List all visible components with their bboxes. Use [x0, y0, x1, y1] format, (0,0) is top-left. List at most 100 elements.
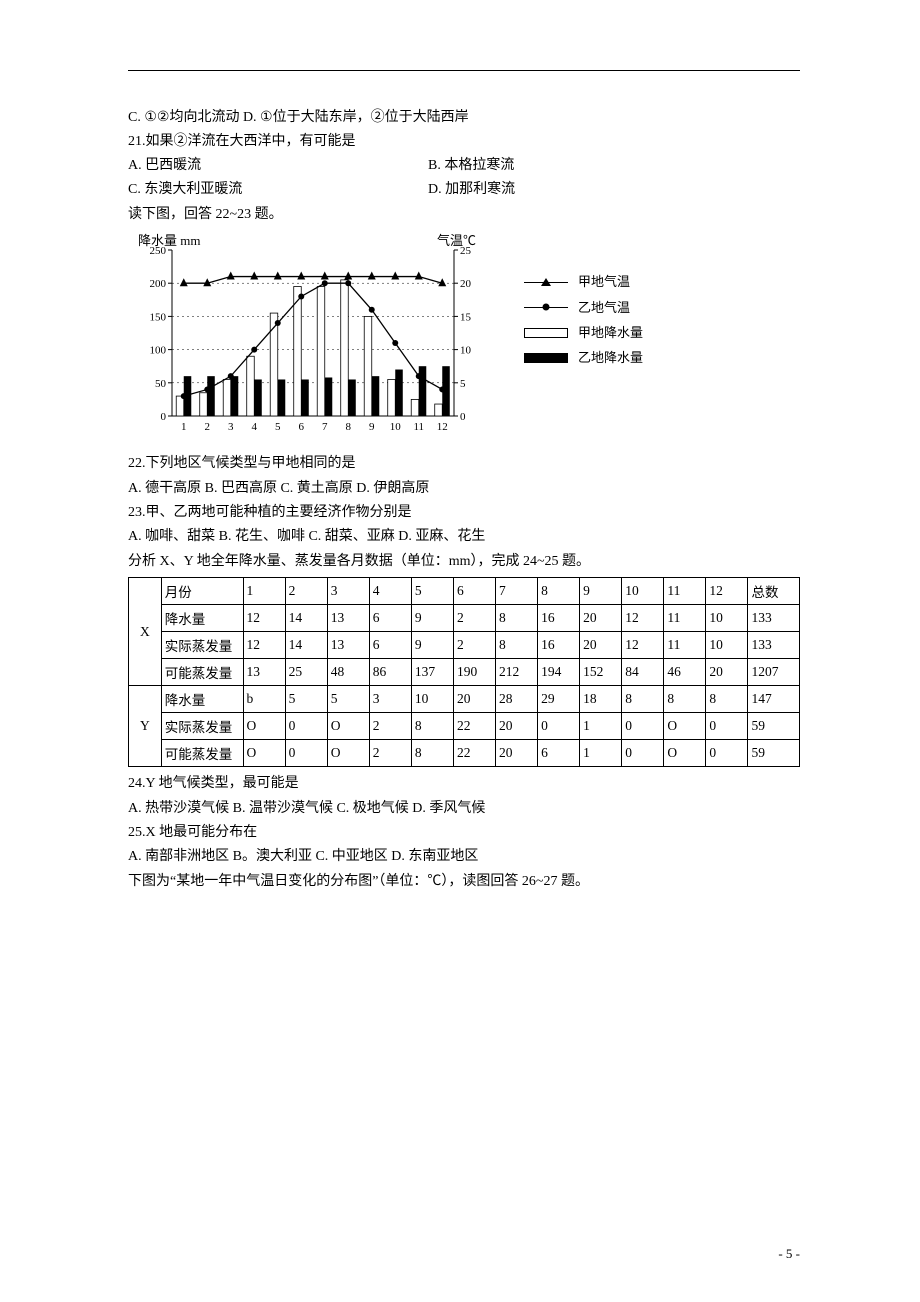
q22-opts: A. 德干高原 B. 巴西高原 C. 黄土高原 D. 伊朗高原 — [128, 478, 800, 500]
svg-text:1: 1 — [181, 421, 187, 433]
q26-27-reading: 下图为“某地一年中气温日变化的分布图”（单位：℃），读图回答 26~27 题。 — [128, 871, 800, 893]
q21-opt-d: D. 加那利寒流 — [428, 179, 515, 201]
table-header: 7 — [496, 578, 538, 605]
table-cell: 5 — [327, 686, 369, 713]
table-cell: O — [327, 740, 369, 767]
svg-text:6: 6 — [299, 421, 305, 433]
table-cell: 194 — [538, 659, 580, 686]
table-intro: 分析 X、Y 地全年降水量、蒸发量各月数据（单位：mm），完成 24~25 题。 — [128, 551, 800, 573]
table-cell: 20 — [706, 659, 748, 686]
svg-text:50: 50 — [155, 378, 167, 390]
table-cell: 20 — [580, 632, 622, 659]
svg-text:3: 3 — [228, 421, 234, 433]
svg-text:100: 100 — [150, 345, 167, 357]
table-cell: 48 — [327, 659, 369, 686]
q25-stem: 25.X 地最可能分布在 — [128, 822, 800, 844]
table-cell: 11 — [664, 632, 706, 659]
table-cell: 6 — [369, 605, 411, 632]
table-cell: 20 — [496, 740, 538, 767]
table-cell: 10 — [706, 605, 748, 632]
table-cell: 212 — [496, 659, 538, 686]
table-cell: 20 — [580, 605, 622, 632]
table-cell: O — [243, 740, 285, 767]
table-cell: 12 — [243, 605, 285, 632]
table-cell: 14 — [285, 605, 327, 632]
svg-text:9: 9 — [369, 421, 375, 433]
chart-legend: 甲地气温 乙地气温 甲地降水量 乙地降水量 — [524, 232, 643, 372]
table-cell: O — [243, 713, 285, 740]
table-cell: 13 — [327, 605, 369, 632]
row-label: 可能蒸发量 — [161, 740, 243, 767]
table-cell: 9 — [411, 605, 453, 632]
table-cell: 59 — [748, 713, 800, 740]
table-header: 5 — [411, 578, 453, 605]
table-cell: 0 — [622, 713, 664, 740]
table-cell: 14 — [285, 632, 327, 659]
table-cell: 0 — [285, 740, 327, 767]
y-left-label: 降水量 mm — [138, 230, 200, 249]
table-header: 月份 — [161, 578, 243, 605]
svg-text:4: 4 — [252, 421, 258, 433]
q21-stem: 21.如果②洋流在大西洋中，有可能是 — [128, 131, 800, 153]
svg-text:15: 15 — [460, 312, 472, 324]
table-cell: 16 — [538, 605, 580, 632]
table-cell: 190 — [453, 659, 495, 686]
divider — [128, 70, 800, 71]
row-label: 实际蒸发量 — [161, 713, 243, 740]
legend-jia-temp: 甲地气温 — [578, 270, 630, 293]
table-header: 1 — [243, 578, 285, 605]
q22-stem: 22.下列地区气候类型与甲地相同的是 — [128, 453, 800, 475]
table-cell: 133 — [748, 632, 800, 659]
svg-text:11: 11 — [413, 421, 424, 433]
svg-text:5: 5 — [460, 378, 466, 390]
table-cell: 3 — [369, 686, 411, 713]
table-cell: 147 — [748, 686, 800, 713]
table-cell: 28 — [496, 686, 538, 713]
table-header: 10 — [622, 578, 664, 605]
table-header: 6 — [453, 578, 495, 605]
table-header: 总数 — [748, 578, 800, 605]
table-cell: 137 — [411, 659, 453, 686]
q21-opt-b: B. 本格拉寒流 — [428, 155, 514, 177]
q24-opts: A. 热带沙漠气候 B. 温带沙漠气候 C. 极地气候 D. 季风气候 — [128, 798, 800, 820]
table-cell: 10 — [706, 632, 748, 659]
svg-text:7: 7 — [322, 421, 328, 433]
table-cell: 0 — [706, 740, 748, 767]
table-header: 4 — [369, 578, 411, 605]
svg-text:10: 10 — [390, 421, 402, 433]
q23-stem: 23.甲、乙两地可能种植的主要经济作物分别是 — [128, 502, 800, 524]
table-cell: 2 — [369, 713, 411, 740]
table-cell: 16 — [538, 632, 580, 659]
table-cell: 8 — [496, 605, 538, 632]
table-cell: 0 — [706, 713, 748, 740]
table-cell: 12 — [622, 632, 664, 659]
table-header: 9 — [580, 578, 622, 605]
q24-stem: 24.Y 地气候类型，最可能是 — [128, 773, 800, 795]
table-cell: 9 — [411, 632, 453, 659]
svg-text:12: 12 — [437, 421, 448, 433]
table-cell: 59 — [748, 740, 800, 767]
table-cell: 0 — [622, 740, 664, 767]
climate-chart: 降水量 mm 气温℃ 05010015020025005101520251234… — [128, 232, 498, 445]
table-cell: 13 — [327, 632, 369, 659]
svg-text:200: 200 — [150, 278, 167, 290]
group-y: Y — [129, 686, 162, 767]
q23-opts: A. 咖啡、甜菜 B. 花生、咖啡 C. 甜菜、亚麻 D. 亚麻、花生 — [128, 526, 800, 548]
table-cell: 2 — [369, 740, 411, 767]
table-header: 12 — [706, 578, 748, 605]
table-cell: 18 — [580, 686, 622, 713]
q20-options-cd: C. ①②均向北流动 D. ①位于大陆东岸，②位于大陆西岸 — [128, 107, 800, 129]
table-cell: 12 — [622, 605, 664, 632]
row-label: 降水量 — [161, 605, 243, 632]
table-cell: 12 — [243, 632, 285, 659]
table-cell: 25 — [285, 659, 327, 686]
table-cell: 2 — [453, 605, 495, 632]
table-cell: 29 — [538, 686, 580, 713]
table-header: 3 — [327, 578, 369, 605]
table-cell: 86 — [369, 659, 411, 686]
row-label: 可能蒸发量 — [161, 659, 243, 686]
svg-text:10: 10 — [460, 345, 472, 357]
row-label: 降水量 — [161, 686, 243, 713]
table-cell: 8 — [411, 740, 453, 767]
svg-text:0: 0 — [460, 411, 466, 423]
